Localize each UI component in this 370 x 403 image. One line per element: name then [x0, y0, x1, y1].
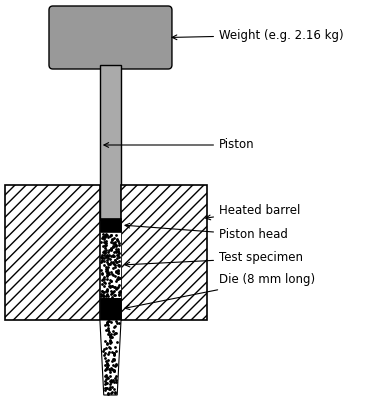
- Bar: [100, 298, 121, 320]
- Bar: [100, 218, 121, 232]
- Text: Piston: Piston: [104, 139, 255, 152]
- Polygon shape: [100, 320, 121, 395]
- FancyBboxPatch shape: [49, 6, 172, 69]
- Bar: [100, 232, 121, 298]
- Bar: [102, 298, 119, 320]
- Bar: [121, 185, 206, 320]
- Text: Die (8 mm long): Die (8 mm long): [125, 274, 315, 310]
- Text: Weight (e.g. 2.16 kg): Weight (e.g. 2.16 kg): [172, 29, 344, 42]
- Text: Piston head: Piston head: [125, 223, 288, 241]
- Bar: [100, 65, 121, 220]
- Text: Heated barrel: Heated barrel: [206, 204, 300, 220]
- Text: Test specimen: Test specimen: [125, 251, 303, 267]
- Bar: [5, 185, 100, 320]
